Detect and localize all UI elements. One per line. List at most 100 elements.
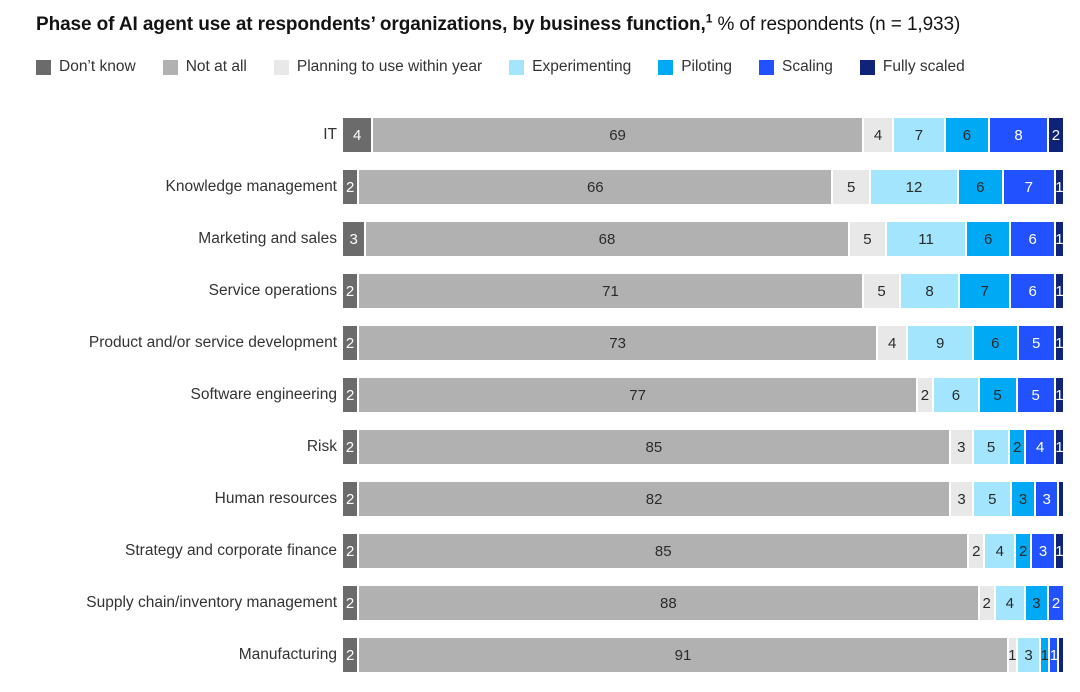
bar-segment: 2 <box>343 430 357 464</box>
bar-segment: 6 <box>934 378 978 412</box>
chart-title: Phase of AI agent use at respondents’ or… <box>36 13 960 36</box>
bar-segment: 2 <box>1016 534 1031 568</box>
segment-value: 6 <box>1028 282 1037 300</box>
segment-value: 1 <box>1055 542 1064 560</box>
legend: Don’t know Not at all Planning to use with… <box>36 58 965 76</box>
category-label: Manufacturing <box>238 646 337 663</box>
bar-segment: 3 <box>1012 482 1034 516</box>
segment-value: 4 <box>1005 594 1014 612</box>
bar-segment: 3 <box>343 222 365 256</box>
legend-label: Not at all <box>185 58 247 75</box>
segment-value: 6 <box>976 178 985 196</box>
bar-segment: 5 <box>973 430 1009 464</box>
stacked-bar: 2 73 4 9 6 5 1 <box>343 326 1064 360</box>
segment-value: 2 <box>1051 126 1061 144</box>
segment-value: 1 <box>1055 334 1064 352</box>
segment-value: 8 <box>925 282 934 300</box>
segment-value: 3 <box>957 438 966 456</box>
bar-segment: 1 <box>1055 274 1064 308</box>
legend-swatch <box>162 59 178 75</box>
legend-label: Piloting <box>681 58 733 75</box>
bar-segment: 6 <box>974 326 1017 360</box>
chart: IT 4 69 4 7 6 8 2 Knowledge management 2 66 5 12 6 7 1 M… <box>36 118 1064 672</box>
bar-segment: 2 <box>343 586 358 620</box>
category-label: Software engineering <box>190 386 338 403</box>
segment-value: 2 <box>1013 438 1022 456</box>
bar-segment: 2 <box>343 170 358 204</box>
bar-segment: 1 <box>1041 638 1049 672</box>
bar-segment: 2 <box>969 534 984 568</box>
bar-segment: 4 <box>995 586 1024 620</box>
bar-segment: 66 <box>359 170 832 204</box>
segment-value: 5 <box>993 386 1002 404</box>
segment-value: 8 <box>1014 126 1023 144</box>
segment-value: 6 <box>951 386 961 404</box>
segment-value: 4 <box>352 126 362 144</box>
legend-label: Fully scaled <box>882 58 965 75</box>
segment-value: 6 <box>1028 230 1037 248</box>
segment-value: 73 <box>609 334 626 352</box>
bar-segment: 4 <box>863 118 893 152</box>
segment-value: 3 <box>957 490 966 508</box>
segment-value: 5 <box>863 230 872 248</box>
segment-value: 85 <box>645 438 663 456</box>
segment-value: 3 <box>1018 490 1028 508</box>
category-label: Risk <box>306 438 337 455</box>
category-label: IT <box>323 126 337 143</box>
category-label: Product and/or service development <box>88 334 337 351</box>
bar-segment: 1 <box>1055 326 1064 360</box>
segment-value: 5 <box>988 490 997 508</box>
bar-segment: 2 <box>1010 430 1025 464</box>
bar-segment: 91 <box>359 638 1007 672</box>
segment-value: 2 <box>345 282 355 300</box>
bar-segment: 2 <box>343 378 358 412</box>
legend-item: Scaling <box>759 58 833 76</box>
bar-segment: 5 <box>833 170 870 204</box>
segment-value: 9 <box>936 334 945 352</box>
segment-value: 71 <box>602 282 619 300</box>
segment-value: 5 <box>986 438 996 456</box>
segment-value: 2 <box>972 542 981 560</box>
bar-segment: 2 <box>979 586 994 620</box>
segment-value: 1 <box>1055 178 1064 196</box>
bar-segment: 4 <box>878 326 907 360</box>
segment-value: 5 <box>1032 334 1041 352</box>
stacked-bar: 2 85 3 5 2 4 1 <box>343 430 1064 464</box>
segment-value: 5 <box>877 282 886 300</box>
segment-value: 69 <box>609 126 626 144</box>
legend-swatch <box>509 59 525 75</box>
bar-segment: 3 <box>950 430 972 464</box>
segment-value: 6 <box>984 230 993 248</box>
bar-segment: 68 <box>366 222 848 256</box>
bar-segment: 69 <box>373 118 862 152</box>
stacked-bar: 2 82 3 5 3 3 <box>343 482 1063 516</box>
legend-item: Piloting <box>658 58 732 76</box>
bar-segment: 88 <box>359 586 978 620</box>
chart-row: Software engineering 2 77 2 6 5 5 1 <box>36 378 1064 412</box>
bar-segment: 82 <box>359 482 949 516</box>
segment-value: 1 <box>1008 646 1017 664</box>
bar-segment: 71 <box>359 274 862 308</box>
bar-segment: 6 <box>945 118 989 152</box>
stacked-bar: 3 68 5 11 6 6 1 <box>343 222 1064 256</box>
chart-row: Product and/or service development 2 73 4 9 6… <box>36 326 1064 360</box>
segment-value: 1 <box>1055 386 1064 404</box>
bar-segment: 3 <box>1017 638 1040 672</box>
chart-row: Knowledge management 2 66 5 12 6 7 1 <box>36 170 1064 204</box>
category-label: Strategy and corporate finance <box>125 542 337 559</box>
bar-segment: 5 <box>979 378 1016 412</box>
segment-value: 4 <box>887 334 897 352</box>
stacked-bar: 2 71 5 8 7 6 1 <box>343 274 1064 308</box>
chart-row: Supply chain/inventory management 2 88 2 4 3 2 <box>36 586 1064 620</box>
bar-segment: 2 <box>343 482 358 516</box>
bar-segment: 2 <box>1048 118 1063 152</box>
segment-value: 88 <box>660 594 677 612</box>
bar-segment: 1 <box>1055 222 1064 256</box>
bar-segment: 6 <box>1011 222 1054 256</box>
segment-value: 12 <box>905 178 923 196</box>
segment-value: 5 <box>847 178 856 196</box>
legend-item: Fully scaled <box>859 58 965 76</box>
legend-item: Planning to use within year <box>273 58 482 76</box>
bar-segment: 2 <box>343 534 358 568</box>
bar-segment: 9 <box>908 326 973 360</box>
